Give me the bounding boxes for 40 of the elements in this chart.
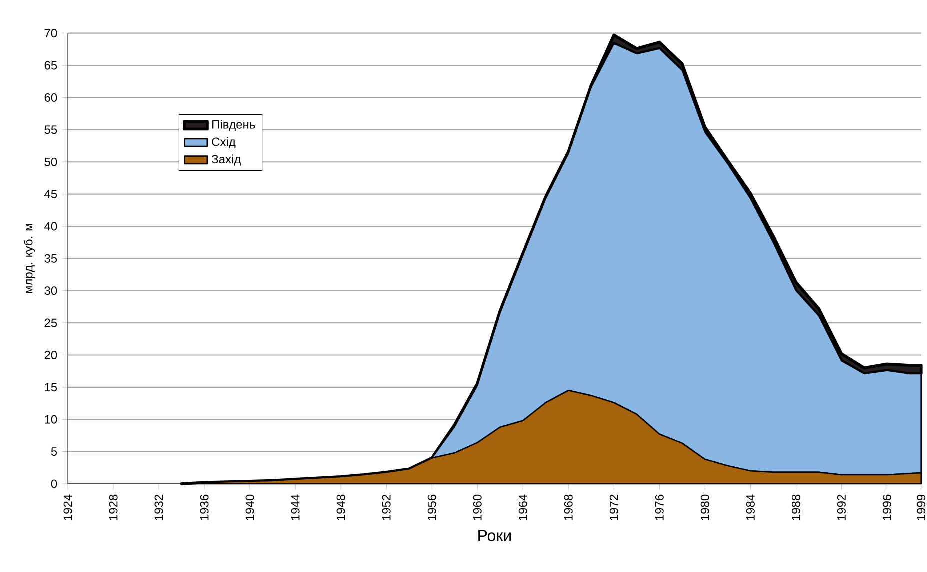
x-tick-label: 1988	[792, 494, 800, 520]
legend-label: Захід	[212, 154, 241, 166]
y-tick-label: 60	[44, 93, 58, 102]
x-tick-label: 1948	[336, 494, 346, 520]
x-tick-label: 1972	[610, 495, 618, 520]
y-tick-label: 0	[51, 480, 58, 488]
y-tick-label: 25	[44, 318, 58, 328]
y-tick-label: 55	[44, 126, 58, 134]
x-tick-label: 1944	[291, 494, 300, 520]
x-tick-label: 1936	[200, 494, 209, 520]
x-tick-label: 1932	[154, 495, 164, 520]
y-tick-label: 50	[44, 158, 58, 166]
legend-label: Південь	[212, 120, 256, 132]
y-tick-label: 45	[44, 190, 58, 198]
x-tick-label: 1928	[109, 494, 118, 520]
y-tick-label: 65	[44, 61, 58, 70]
y-tick-label: 30	[44, 286, 58, 296]
x-tick-label: 1984	[746, 494, 755, 520]
x-tick-label: 1964	[518, 494, 528, 520]
x-tick-label: 1952	[382, 495, 391, 520]
y-tick-label: 15	[45, 383, 58, 392]
y-tick-label: 10	[45, 415, 58, 424]
y-tick-label: 35	[44, 254, 58, 263]
y-axis-title: млрд. куб. м	[24, 224, 36, 294]
y-tick-label: 20	[44, 350, 58, 360]
y-tick-label: 40	[44, 222, 58, 231]
x-tick-label: 1924	[64, 494, 72, 520]
y-tick-label: 5	[51, 448, 58, 456]
x-axis-title: Роки	[478, 530, 511, 542]
x-tick-label: 1980	[700, 494, 710, 520]
legend-label: Схід	[212, 137, 236, 148]
x-tick-label: 1960	[473, 494, 482, 520]
x-tick-label: 1940	[246, 494, 254, 520]
x-tick-label: 1968	[564, 494, 573, 520]
x-tick-label: 1999	[917, 494, 926, 520]
x-tick-label: 1976	[655, 494, 664, 520]
y-tick-label: 70	[44, 29, 58, 38]
x-tick-label: 1992	[837, 495, 846, 520]
x-tick-label: 1956	[428, 494, 436, 520]
x-tick-label: 1996	[882, 494, 892, 520]
